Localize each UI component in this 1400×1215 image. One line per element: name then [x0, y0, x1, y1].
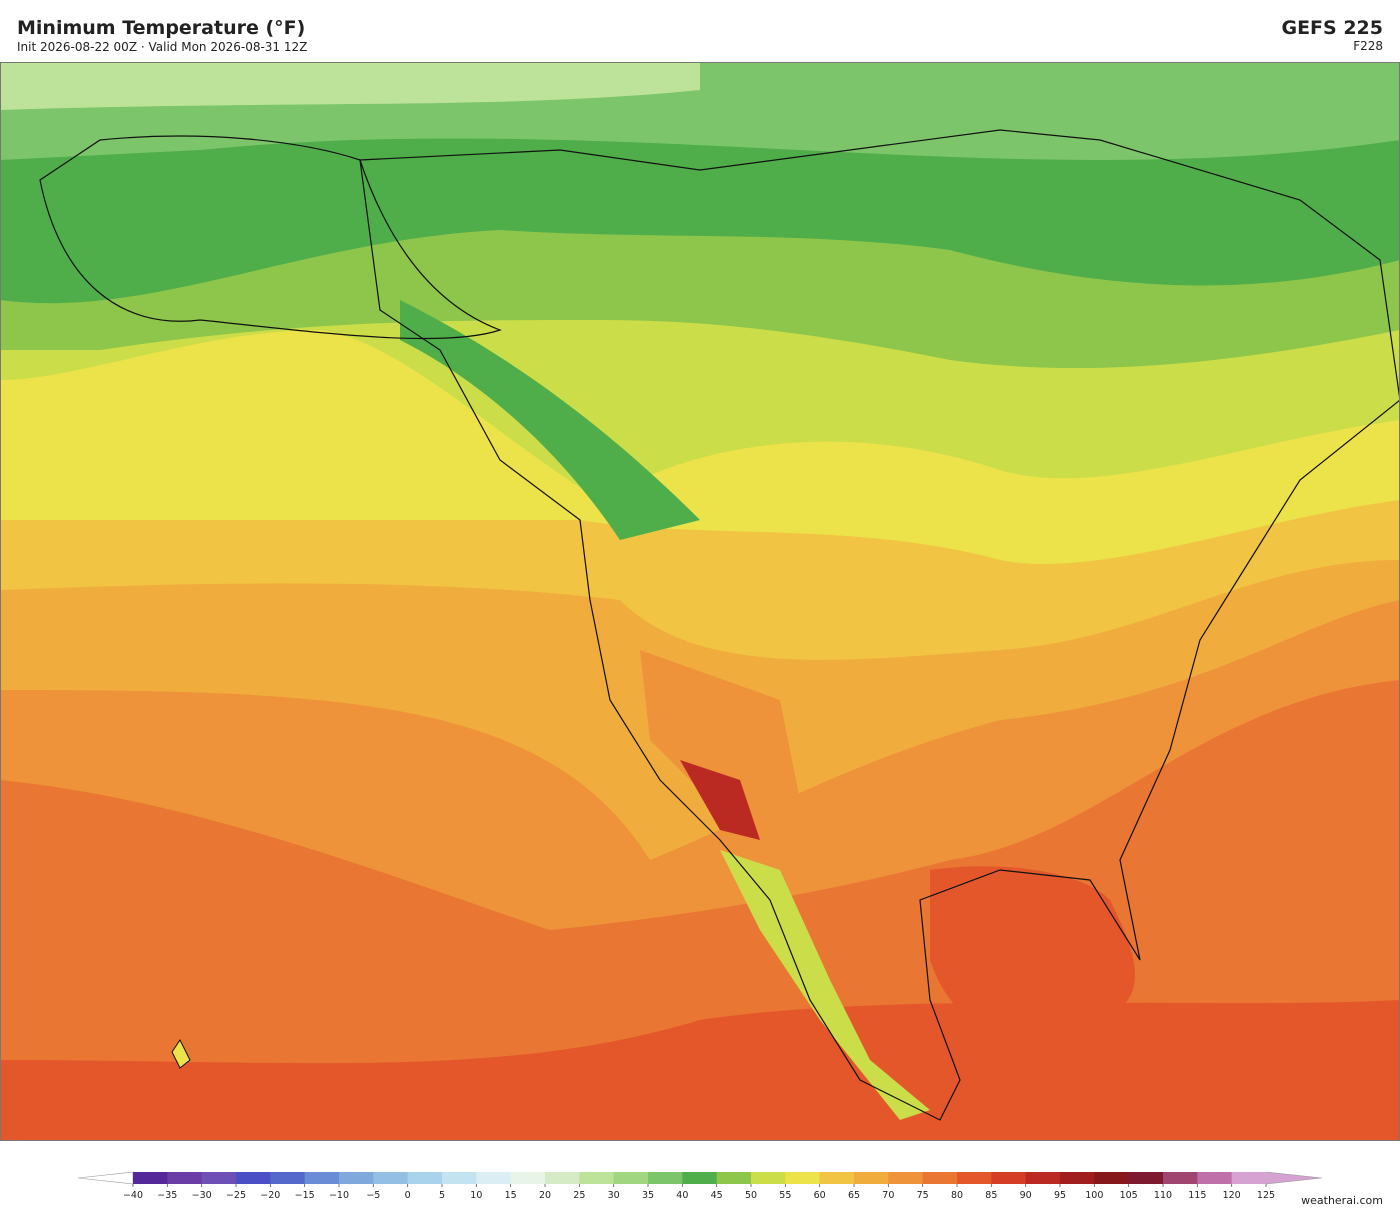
colorbar-tick-label: −40 — [123, 1190, 143, 1201]
colorbar-bin — [1025, 1172, 1061, 1184]
colorbar-tick-label: 65 — [848, 1190, 860, 1201]
colorbar-bin — [442, 1172, 477, 1184]
colorbar-tick-label: 40 — [676, 1190, 688, 1201]
colorbar-tick-label: 0 — [405, 1190, 411, 1201]
colorbar-bin — [133, 1172, 168, 1184]
colorbar-bin — [339, 1172, 374, 1184]
model-label: GEFS 225 — [1281, 17, 1383, 39]
colorbar-tick-label: −10 — [329, 1190, 349, 1201]
colorbar-bin — [407, 1172, 443, 1184]
colorbar-tick-label: 90 — [1020, 1190, 1032, 1201]
colorbar-tick-label: 55 — [779, 1190, 791, 1201]
colorbar-bin — [751, 1172, 786, 1184]
colorbar-bin — [476, 1172, 512, 1184]
colorbar-tick-label: 110 — [1154, 1190, 1172, 1201]
colorbar-bin — [236, 1172, 271, 1184]
colorbar-tick-label: 25 — [573, 1190, 585, 1201]
colorbar-tick-label: 100 — [1085, 1190, 1103, 1201]
colorbar-bin — [682, 1172, 718, 1184]
colorbar-bin — [716, 1172, 752, 1184]
colorbar-bin — [373, 1172, 409, 1184]
colorbar-tick-label: −5 — [366, 1190, 380, 1201]
colorbar-bin — [1197, 1172, 1233, 1184]
colorbar-tick-label: 10 — [470, 1190, 482, 1201]
colorbar-bin — [785, 1172, 821, 1184]
colorbar-bin — [854, 1172, 889, 1184]
colorbar-bin — [510, 1172, 546, 1184]
colorbar-tick-label: 125 — [1257, 1190, 1275, 1201]
colorbar-tick-label: −25 — [226, 1190, 246, 1201]
colorbar-tick-label: 15 — [505, 1190, 517, 1201]
colorbar-tick-label: 70 — [882, 1190, 894, 1201]
colorbar-bin — [888, 1172, 924, 1184]
colorbar-tick-label: 60 — [814, 1190, 826, 1201]
colorbar-bin — [579, 1172, 615, 1184]
title: Minimum Temperature (°F) — [17, 17, 305, 39]
colorbar-tick-label: 45 — [711, 1190, 723, 1201]
colorbar-tick-label: 35 — [642, 1190, 654, 1201]
colorbar-tick-label: 75 — [917, 1190, 929, 1201]
colorbar-bin — [1128, 1172, 1164, 1184]
colorbar-bin — [304, 1172, 340, 1184]
credit: weatherai.com — [1301, 1194, 1383, 1207]
colorbar-bin — [648, 1172, 683, 1184]
colorbar-tick-label: 50 — [745, 1190, 757, 1201]
colorbar-bin — [270, 1172, 306, 1184]
colorbar-tick-label: −35 — [157, 1190, 177, 1201]
colorbar-bin — [1163, 1172, 1198, 1184]
colorbar-bin — [819, 1172, 855, 1184]
colorbar-bin — [1060, 1172, 1095, 1184]
colorbar-over — [1265, 1171, 1323, 1185]
colorbar-bin — [545, 1172, 580, 1184]
colorbar-tick-label: 5 — [439, 1190, 445, 1201]
colorbar-tick-label: 30 — [608, 1190, 620, 1201]
colorbar-tick-label: 85 — [985, 1190, 997, 1201]
colorbar-bin — [1094, 1172, 1130, 1184]
subtitle: Init 2026-08-22 00Z · Valid Mon 2026-08-… — [17, 40, 307, 54]
colorbar-bin — [1231, 1172, 1267, 1184]
colorbar-tick-label: −15 — [295, 1190, 315, 1201]
colorbar: −40 −35 −30 −25 −20 −15 −10 −5 0 5 10 15 20 25 30 35 40 4… — [77, 1171, 1323, 1201]
colorbar-bin — [991, 1172, 1027, 1184]
colorbar-tick-label: 115 — [1188, 1190, 1206, 1201]
colorbar-tick-label: −20 — [260, 1190, 280, 1201]
map — [0, 62, 1400, 1141]
colorbar-bin — [167, 1172, 203, 1184]
colorbar-bin — [201, 1172, 237, 1184]
colorbar-tick-label: 80 — [951, 1190, 963, 1201]
forecast-hour: F228 — [1353, 39, 1383, 53]
colorbar-tick-label: −30 — [192, 1190, 212, 1201]
colorbar-bin — [613, 1172, 649, 1184]
colorbar-tick-label: 120 — [1223, 1190, 1241, 1201]
colorbar-tick-label: 20 — [539, 1190, 551, 1201]
colorbar-tick-label: 95 — [1054, 1190, 1066, 1201]
colorbar-bin — [922, 1172, 958, 1184]
colorbar-under — [77, 1171, 134, 1185]
colorbar-bin — [957, 1172, 992, 1184]
colorbar-tick-label: 105 — [1120, 1190, 1138, 1201]
